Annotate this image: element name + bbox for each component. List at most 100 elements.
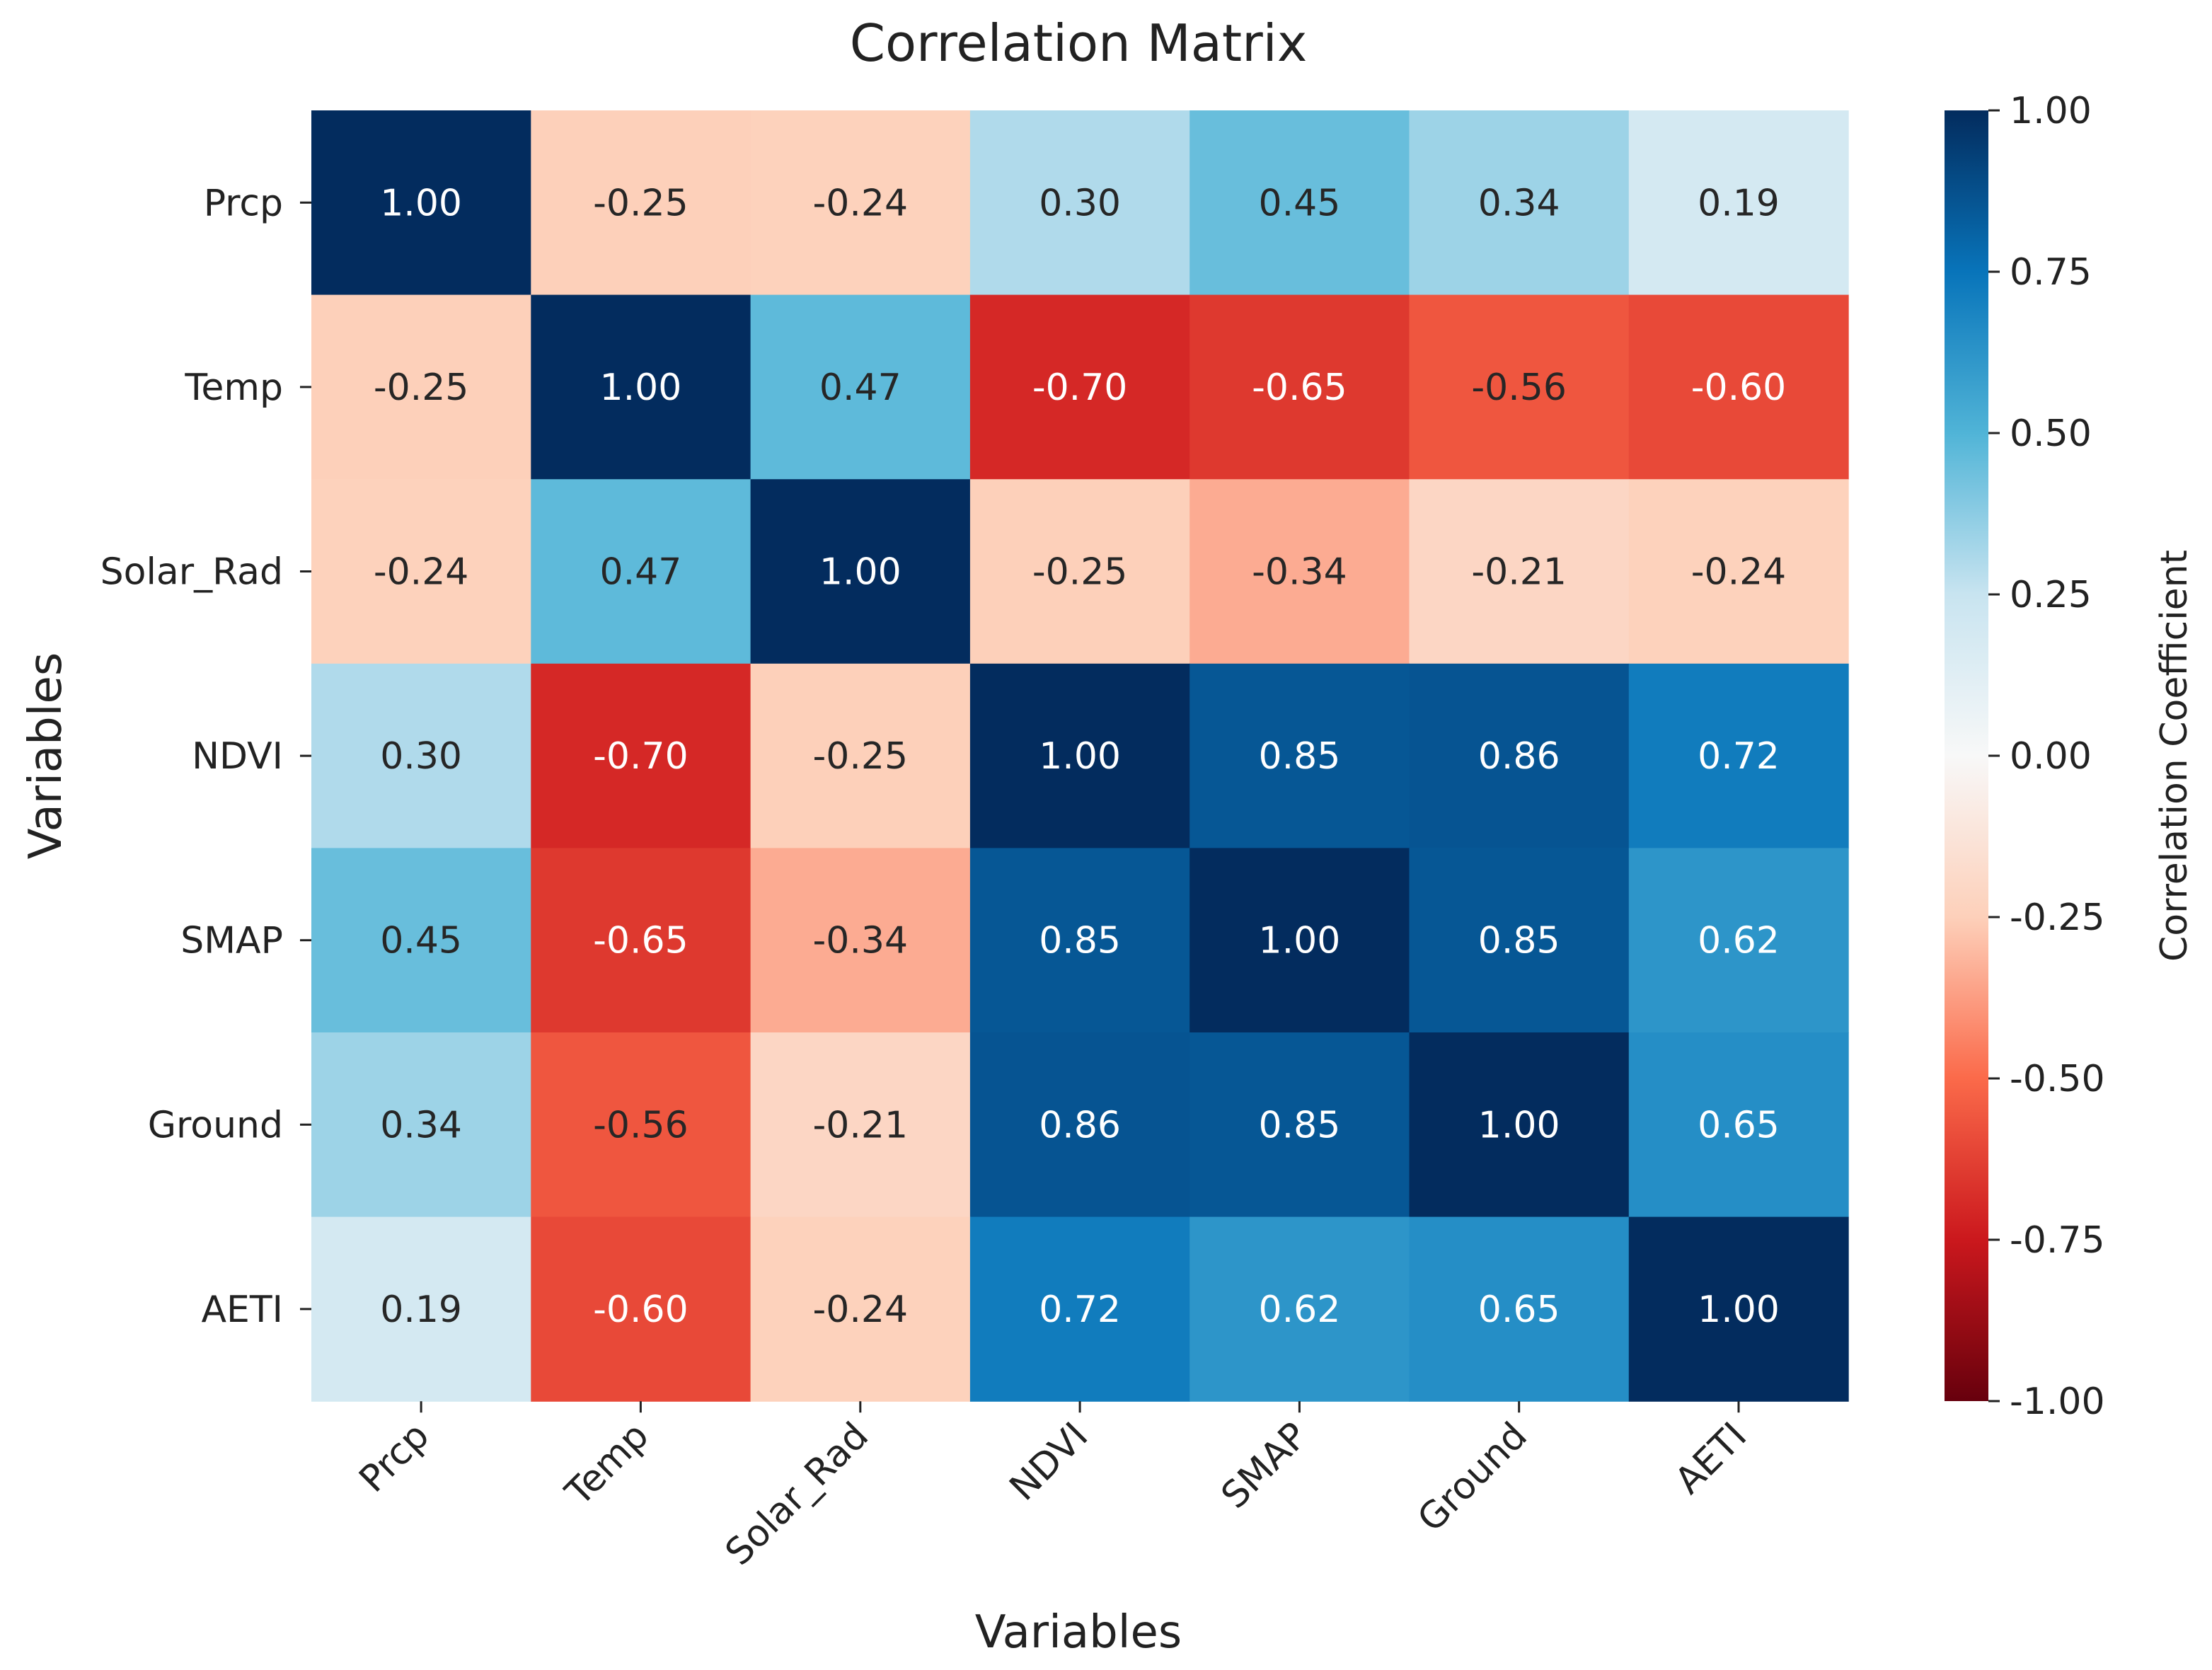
heatmap-cell [1409, 663, 1630, 848]
y-tick-label: Prcp [204, 182, 283, 224]
heatmap-cell [750, 479, 971, 664]
cell-value-label: -0.70 [593, 735, 689, 778]
cell-value-label: -0.21 [813, 1104, 909, 1146]
cell-value-label: -0.56 [593, 1104, 689, 1146]
cell-value-label: 1.00 [1478, 1104, 1560, 1146]
heatmap-cell [750, 1032, 971, 1218]
cell-value-label: -0.24 [374, 551, 469, 594]
colorbar-tick-label: -0.75 [2010, 1219, 2105, 1262]
heatmap-cell [1628, 110, 1849, 296]
cell-value-label: -0.34 [1252, 551, 1347, 594]
heatmap-cell [311, 1032, 531, 1218]
y-tick-label: Solar_Rad [100, 551, 283, 594]
cell-value-label: 0.47 [600, 551, 682, 594]
cell-value-label: -0.34 [813, 920, 909, 962]
x-tick-label: SMAP [1214, 1415, 1316, 1517]
x-axis-label: Variables [975, 1606, 1182, 1659]
cell-value-label: 1.00 [1698, 1289, 1780, 1331]
heatmap-cell [311, 848, 531, 1033]
heatmap-cell [750, 848, 971, 1033]
heatmap-cell [969, 110, 1190, 296]
y-tick-label: AETI [201, 1289, 283, 1331]
colorbar-label: Correlation Coefficient [2153, 550, 2196, 962]
colorbar-tick-label: 0.75 [2010, 251, 2092, 294]
cell-value-label: -0.25 [813, 735, 909, 778]
cell-value-label: -0.60 [1691, 367, 1787, 409]
chart-title: Correlation Matrix [850, 13, 1308, 73]
cell-value-label: 0.72 [1039, 1289, 1121, 1331]
heatmap-cell [969, 1032, 1190, 1218]
x-tick-label: AETI [1667, 1415, 1755, 1502]
heatmap-cell [311, 663, 531, 848]
heatmap-cell [1628, 1032, 1849, 1218]
heatmap-cell [311, 294, 531, 480]
heatmap-cell [1628, 663, 1849, 848]
heatmap-cell [1409, 479, 1630, 664]
heatmap-cell [969, 479, 1190, 664]
y-axis-label: Variables [20, 652, 72, 859]
x-tick-label: Temp [557, 1415, 657, 1514]
heatmap-cell [531, 479, 751, 664]
colorbar-ticks: 1.00 0.75 0.50 0.25 0.00 -0.25 -0.50 -0.75 -1.00 [1988, 90, 2105, 1423]
cell-value-label: -0.56 [1471, 367, 1567, 409]
cell-value-label: 0.86 [1478, 735, 1560, 778]
heatmap-cells: 1.00 -0.25 -0.24 0.30 0.45 0.34 0.19 -0.25 1.00 0… [311, 110, 1849, 1402]
colorbar-tick-label: 0.25 [2010, 574, 2092, 616]
heatmap-cell [969, 294, 1190, 480]
cell-value-label: 1.00 [380, 182, 462, 224]
cell-value-label: 0.86 [1039, 1104, 1121, 1146]
x-axis-ticks: Prcp Temp Solar_Rad NDVI SMAP Ground AETI [351, 1401, 1755, 1574]
cell-value-label: -0.65 [593, 920, 689, 962]
cell-value-label: 0.65 [1478, 1289, 1560, 1331]
cell-value-label: 0.47 [819, 367, 901, 409]
cell-value-label: -0.65 [1252, 367, 1347, 409]
cell-value-label: 1.00 [1039, 735, 1121, 778]
cell-value-label: 0.45 [380, 920, 462, 962]
cell-value-label: -0.24 [813, 182, 909, 224]
cell-value-label: 1.00 [1259, 920, 1341, 962]
cell-value-label: 0.34 [380, 1104, 462, 1146]
heatmap-cell [750, 1216, 971, 1402]
heatmap-cell [969, 1216, 1190, 1402]
heatmap-cell [750, 110, 971, 296]
colorbar-tick-label: 0.50 [2010, 413, 2092, 455]
cell-value-label: 0.30 [1039, 182, 1121, 224]
heatmap-cell [311, 479, 531, 664]
colorbar-tick-label: -1.00 [2010, 1381, 2105, 1423]
heatmap-cell [531, 848, 751, 1033]
heatmap-cell [1628, 294, 1849, 480]
cell-value-label: 0.30 [380, 735, 462, 778]
heatmap-cell [531, 1216, 751, 1402]
heatmap-cell [531, 294, 751, 480]
heatmap-cell [311, 110, 531, 296]
heatmap-cell [1628, 848, 1849, 1033]
cell-value-label: 0.62 [1698, 920, 1780, 962]
heatmap-cell [1409, 294, 1630, 480]
y-axis-ticks: Prcp Temp Solar_Rad NDVI SMAP Ground AETI [100, 182, 311, 1331]
heatmap-cell [531, 1032, 751, 1218]
heatmap-cell [750, 294, 971, 480]
cell-value-label: 0.85 [1259, 735, 1341, 778]
cell-value-label: 0.85 [1259, 1104, 1341, 1146]
y-tick-label: NDVI [192, 735, 283, 778]
cell-value-label: 0.19 [1698, 182, 1780, 224]
cell-value-label: 0.19 [380, 1289, 462, 1331]
colorbar [1945, 110, 1988, 1401]
heatmap-cell [1409, 1216, 1630, 1402]
cell-value-label: -0.24 [1691, 551, 1787, 594]
cell-value-label: -0.25 [1032, 551, 1128, 594]
colorbar-tick-label: -0.50 [2010, 1058, 2105, 1100]
x-tick-label: NDVI [1002, 1415, 1097, 1509]
x-tick-label: Solar_Rad [718, 1415, 877, 1574]
heatmap-cell [1189, 294, 1410, 480]
cell-value-label: -0.25 [374, 367, 469, 409]
heatmap-cell [1189, 848, 1410, 1033]
cell-value-label: 0.85 [1039, 920, 1121, 962]
heatmap-cell [969, 848, 1190, 1033]
cell-value-label: 0.34 [1478, 182, 1560, 224]
heatmap-cell [1189, 479, 1410, 664]
heatmap-cell [1409, 1032, 1630, 1218]
heatmap-cell [1628, 1216, 1849, 1402]
y-tick-label: SMAP [180, 920, 283, 962]
